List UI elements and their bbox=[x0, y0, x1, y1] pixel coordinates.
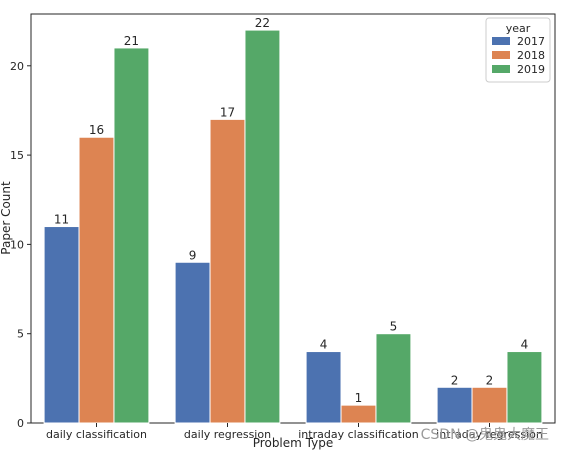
legend-label-2019: 2019 bbox=[517, 63, 545, 76]
bar-value-label: 5 bbox=[390, 320, 398, 334]
y-tick-label: 20 bbox=[10, 60, 24, 73]
legend-label-2017: 2017 bbox=[517, 35, 545, 48]
bar-daily-classification-2019 bbox=[113, 47, 150, 424]
y-axis-title: Paper Count bbox=[0, 181, 13, 255]
x-tick-label-intraday-classification: intraday classification bbox=[298, 428, 419, 441]
y-axis-ticks: 0 5 10 15 20 bbox=[10, 60, 31, 430]
x-tick-label-daily-classification: daily classification bbox=[46, 428, 147, 441]
legend-swatch-2018 bbox=[492, 51, 510, 59]
x-tick-label-intraday-regression: intraday regression bbox=[436, 428, 543, 441]
x-axis-ticks: daily classification daily regression intr… bbox=[46, 423, 543, 441]
bar-value-label: 11 bbox=[54, 213, 69, 227]
bar-value-label: 9 bbox=[189, 248, 197, 262]
legend-label-2018: 2018 bbox=[517, 49, 545, 62]
legend-swatch-2019 bbox=[492, 65, 510, 73]
legend-title: year bbox=[506, 22, 531, 35]
bar-daily-regression-2019 bbox=[244, 29, 281, 424]
legend-swatch-2017 bbox=[492, 37, 510, 45]
bar-intraday-regression-2019 bbox=[506, 351, 543, 424]
bar-value-label: 1 bbox=[355, 391, 363, 405]
bar-intraday-classification-2019 bbox=[375, 333, 412, 424]
y-tick-label: 10 bbox=[10, 238, 24, 251]
bar-value-label: 4 bbox=[521, 338, 529, 352]
bar-value-label: 2 bbox=[486, 373, 494, 387]
bar-value-label: 21 bbox=[124, 34, 139, 48]
x-tick-label-daily-regression: daily regression bbox=[184, 428, 271, 441]
bar-daily-regression-2017 bbox=[174, 261, 211, 424]
bar-value-label: 2 bbox=[451, 373, 459, 387]
watermark: CSDN @鬼鬼大魔王 bbox=[421, 427, 549, 443]
bar-value-label: 16 bbox=[89, 123, 104, 137]
y-tick-label: 15 bbox=[10, 149, 24, 162]
bar-daily-classification-2018 bbox=[78, 136, 115, 424]
bar-value-label: 4 bbox=[320, 338, 328, 352]
bar-intraday-classification-2018 bbox=[340, 404, 377, 424]
bar-value-label: 22 bbox=[255, 16, 270, 30]
bar-daily-regression-2018 bbox=[209, 118, 246, 424]
bars-group bbox=[43, 29, 543, 424]
bar-intraday-regression-2018 bbox=[471, 386, 508, 424]
bar-intraday-classification-2017 bbox=[305, 351, 342, 424]
bar-value-label: 17 bbox=[220, 105, 235, 119]
y-tick-label: 5 bbox=[17, 328, 24, 341]
y-tick-label: 0 bbox=[17, 417, 24, 430]
x-axis-title: Problem Type bbox=[253, 436, 333, 450]
bar-daily-classification-2017 bbox=[43, 226, 80, 424]
bar-intraday-regression-2017 bbox=[436, 386, 473, 424]
bar-labels-group: 11 9 4 2 16 17 1 2 21 22 5 4 bbox=[54, 16, 528, 405]
